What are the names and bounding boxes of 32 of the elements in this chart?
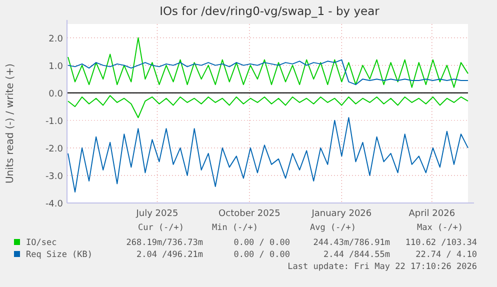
y-tick-label: 0.0 — [48, 89, 64, 100]
text: 0.00 / 0.00 — [234, 250, 290, 260]
x-tick-label: October 2025 — [218, 209, 280, 219]
text: 0.00 / 0.00 — [234, 238, 290, 248]
text: 268.19m/736.73m — [126, 238, 203, 248]
x-tick-label: April 2026 — [408, 209, 456, 219]
y-tick-label: -2.0 — [45, 144, 64, 154]
text: 2.44 /844.55m — [323, 250, 390, 260]
legend-label: IO/sec — [26, 238, 57, 248]
y-axis-title: Units read (-) / write (+) — [5, 63, 16, 184]
line-series — [68, 95, 468, 118]
y-tick-label: 1.0 — [48, 62, 64, 72]
y-tick-label: -4.0 — [45, 200, 64, 210]
text: 2.04 /496.21m — [136, 250, 203, 260]
y-tick-label: -3.0 — [45, 172, 64, 182]
x-tick-label: July 2025 — [135, 209, 178, 219]
text: Avg (-/+) — [310, 223, 356, 233]
y-tick-label: -1.0 — [45, 116, 64, 127]
text: Last update: Fri May 22 17:10:26 2026 — [288, 262, 477, 272]
text: Min (-/+) — [212, 223, 258, 233]
chart-title: IOs for /dev/ring0-vg/swap_1 - by year — [160, 4, 380, 18]
text: 22.74 / 4.10 — [416, 250, 477, 260]
y-tick-label: 2.0 — [48, 34, 64, 44]
line-series — [68, 59, 468, 86]
line-series — [68, 37, 468, 88]
text: Cur (-/+) — [138, 223, 184, 233]
text: Max (-/+) — [416, 223, 464, 233]
text: 110.62 /103.34 — [405, 238, 477, 248]
legend-label: Req Size (KB) — [26, 250, 93, 260]
x-tick-label: January 2026 — [310, 209, 372, 219]
text: 244.43m/786.91m — [313, 238, 390, 248]
line-series — [68, 117, 468, 192]
